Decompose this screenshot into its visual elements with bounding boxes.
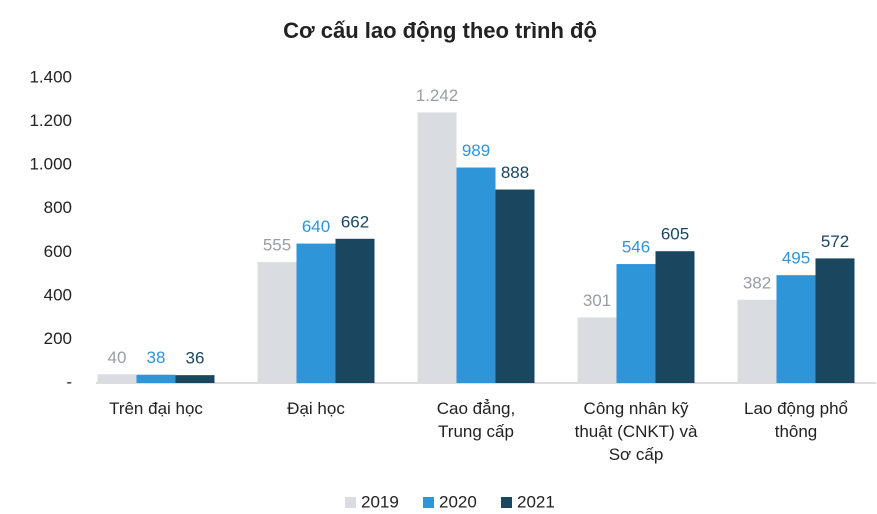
data-label: 1.242 bbox=[416, 86, 459, 105]
data-label: 662 bbox=[341, 212, 369, 231]
x-tick-label: Trên đại học bbox=[109, 399, 203, 418]
data-label: 555 bbox=[263, 236, 291, 255]
bar bbox=[335, 238, 375, 383]
data-label: 301 bbox=[583, 291, 611, 310]
data-label: 36 bbox=[186, 349, 205, 368]
x-tick-label: Đại học bbox=[287, 399, 345, 418]
y-tick-label: 800 bbox=[44, 198, 72, 217]
bar bbox=[776, 275, 816, 383]
legend-swatch bbox=[345, 497, 356, 508]
data-label: 38 bbox=[147, 348, 166, 367]
x-tick-label: Cao đẳng, Trung cấp bbox=[437, 399, 515, 441]
bar bbox=[175, 375, 215, 383]
data-label: 572 bbox=[821, 232, 849, 251]
data-label: 495 bbox=[782, 249, 810, 268]
bar bbox=[815, 258, 855, 383]
legend-label: 2019 bbox=[361, 492, 399, 511]
bar bbox=[577, 317, 617, 383]
chart-title: Cơ cấu lao động theo trình độ bbox=[283, 18, 597, 43]
y-tick-label: 600 bbox=[44, 242, 72, 261]
bar bbox=[296, 243, 336, 383]
data-label: 40 bbox=[108, 348, 127, 367]
bar bbox=[136, 374, 176, 383]
y-tick-label: - bbox=[66, 372, 72, 391]
legend-label: 2020 bbox=[439, 492, 477, 511]
legend-label: 2021 bbox=[517, 492, 555, 511]
data-label: 989 bbox=[462, 141, 490, 160]
bar bbox=[417, 112, 457, 384]
legend-swatch bbox=[423, 497, 434, 508]
y-tick-label: 1.400 bbox=[29, 67, 72, 86]
y-tick-label: 1.000 bbox=[29, 155, 72, 174]
legend-swatch bbox=[501, 497, 512, 508]
y-tick-label: 400 bbox=[44, 285, 72, 304]
data-label: 605 bbox=[661, 225, 689, 244]
y-tick-label: 1.200 bbox=[29, 111, 72, 130]
data-label: 382 bbox=[743, 273, 771, 292]
y-tick-label: 200 bbox=[44, 329, 72, 348]
bar bbox=[456, 167, 496, 383]
x-tick-label: Lao động phổ thông bbox=[744, 399, 848, 441]
data-label: 888 bbox=[501, 163, 529, 182]
data-label: 546 bbox=[622, 238, 650, 257]
bar bbox=[737, 299, 777, 383]
bar bbox=[655, 251, 695, 383]
bar bbox=[495, 189, 535, 383]
bar bbox=[616, 264, 656, 383]
bar bbox=[97, 374, 137, 383]
bar bbox=[257, 262, 297, 383]
x-tick-label: Công nhân kỹ thuật (CNKT) và Sơ cấp bbox=[575, 399, 698, 464]
data-label: 640 bbox=[302, 217, 330, 236]
